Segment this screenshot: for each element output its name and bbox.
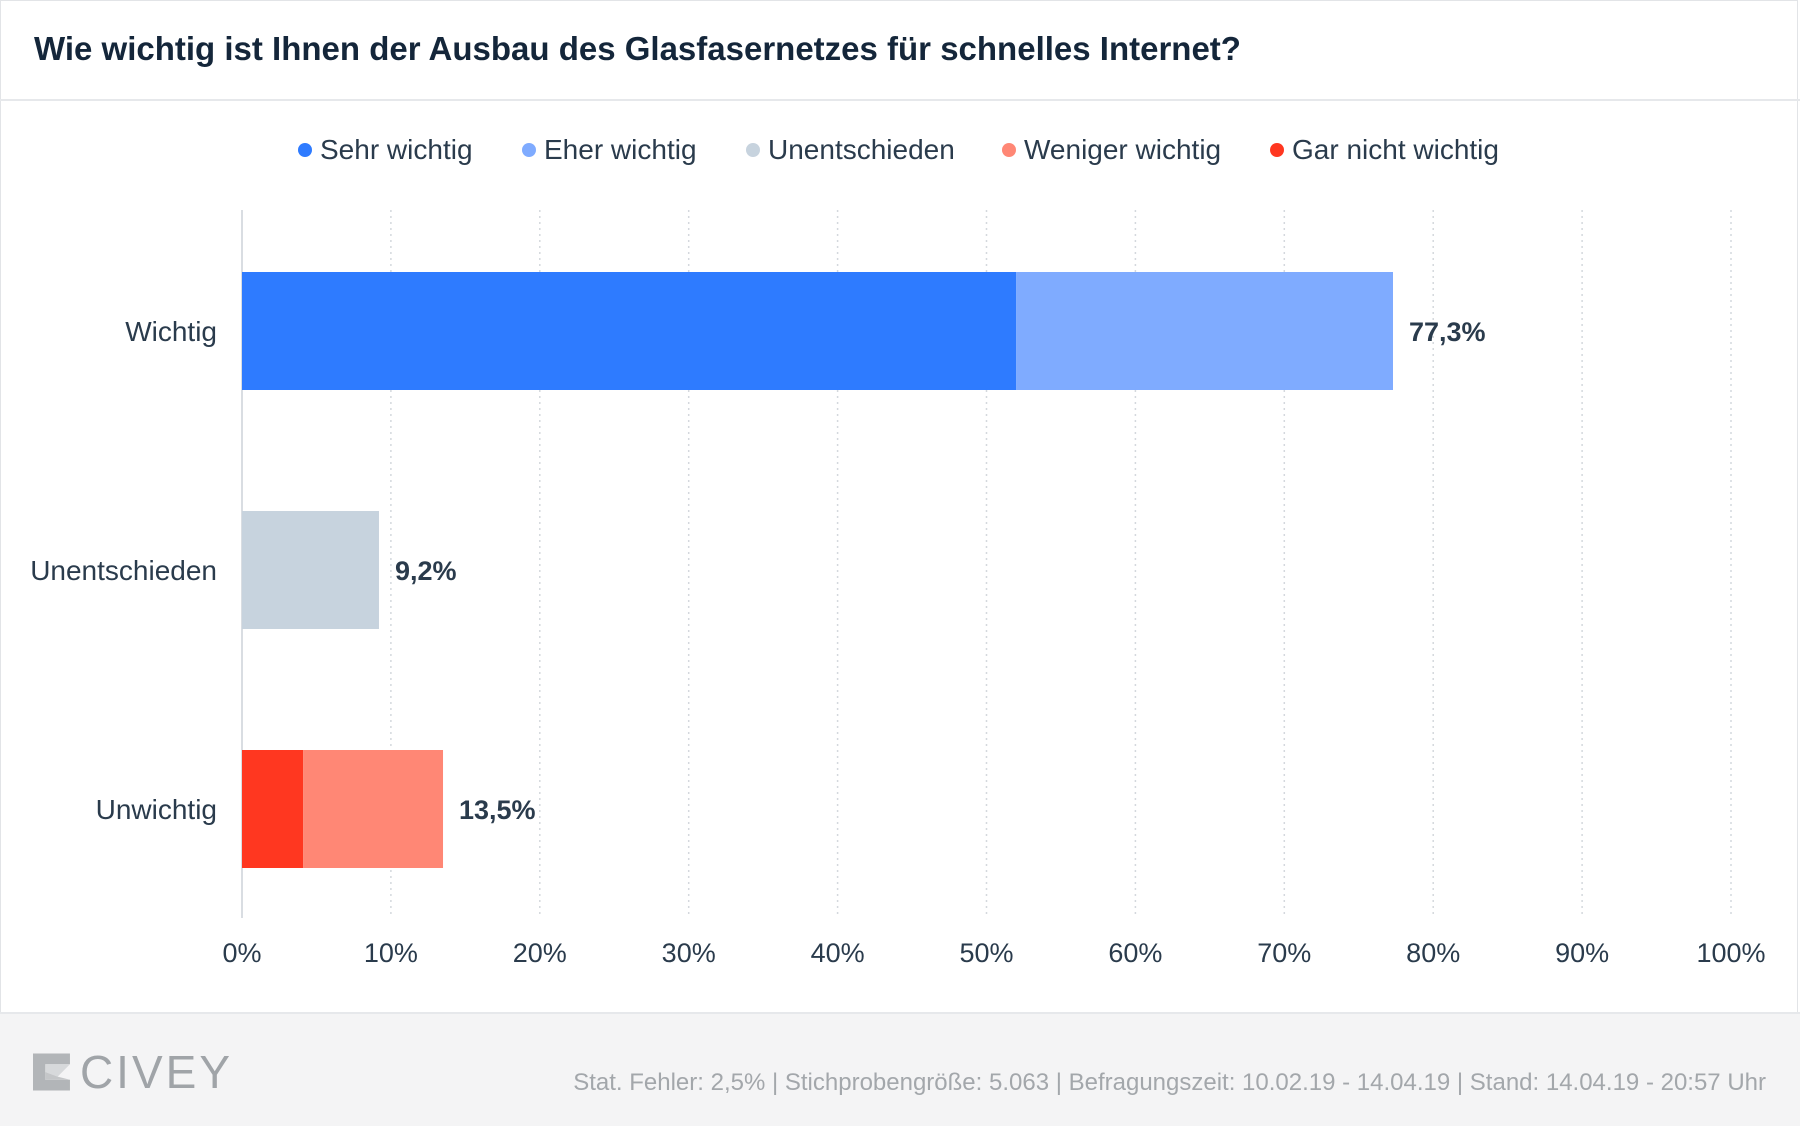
legend-dot-gar-nicht-wichtig: [1270, 143, 1284, 157]
category-label: Unentschieden: [30, 555, 217, 586]
x-tick-label: 60%: [1108, 938, 1162, 968]
legend-item-gar-nicht-wichtig[interactable]: Gar nicht wichtig: [1270, 130, 1499, 170]
legend-dot-unentschieden: [746, 143, 760, 157]
survey-meta: Stat. Fehler: 2,5% | Stichprobengröße: 5…: [573, 1069, 1766, 1096]
legend-dot-eher-wichtig: [522, 143, 536, 157]
civey-logo-icon: [33, 1053, 70, 1091]
legend-item-unentschieden[interactable]: Unentschieden: [746, 130, 955, 170]
legend: Sehr wichtig Eher wichtig Unentschieden …: [0, 130, 1800, 170]
x-tick-label: 80%: [1406, 938, 1460, 968]
legend-item-eher-wichtig[interactable]: Eher wichtig: [522, 130, 697, 170]
data-label: 13,5%: [459, 795, 536, 825]
legend-label-eher-wichtig: Eher wichtig: [544, 134, 697, 165]
legend-item-sehr-wichtig[interactable]: Sehr wichtig: [298, 130, 473, 170]
bar-segment: [242, 511, 379, 629]
legend-label-weniger-wichtig: Weniger wichtig: [1024, 134, 1222, 165]
chart-title: Wie wichtig ist Ihnen der Ausbau des Gla…: [34, 30, 1241, 67]
x-tick-label: 20%: [513, 938, 567, 968]
header: Wie wichtig ist Ihnen der Ausbau des Gla…: [0, 0, 1800, 101]
legend-item-weniger-wichtig[interactable]: Weniger wichtig: [1002, 130, 1221, 170]
bar-chart: 0% 10% 20% 30% 40% 50% 60% 70% 80% 90% 100% Wichtig…: [30, 210, 1766, 968]
legend-label-sehr-wichtig: Sehr wichtig: [320, 134, 473, 165]
x-tick-label: 90%: [1555, 938, 1609, 968]
legend-label-unentschieden: Unentschieden: [768, 134, 955, 165]
bar-segment: [242, 750, 304, 868]
x-tick-label: 70%: [1257, 938, 1311, 968]
x-tick-label: 30%: [662, 938, 716, 968]
data-label: 77,3%: [1409, 317, 1486, 347]
x-tick-label: 10%: [364, 938, 418, 968]
category-label: Unwichtig: [96, 794, 217, 825]
x-tick-label: 50%: [959, 938, 1013, 968]
civey-logo: CIVEY: [33, 1046, 233, 1098]
x-tick-label: 0%: [222, 938, 261, 968]
x-tick-label: 40%: [811, 938, 865, 968]
data-label: 9,2%: [395, 556, 457, 586]
footer: CIVEY Stat. Fehler: 2,5% | Stichprobengr…: [0, 1012, 1800, 1126]
legend-dot-weniger-wichtig: [1002, 143, 1016, 157]
category-label: Wichtig: [125, 316, 217, 347]
civey-logo-text: CIVEY: [79, 1046, 233, 1098]
bar-segment: [242, 272, 1017, 390]
x-tick-label: 100%: [1696, 938, 1765, 968]
legend-label-gar-nicht-wichtig: Gar nicht wichtig: [1292, 134, 1499, 165]
legend-dot-sehr-wichtig: [298, 143, 312, 157]
bar-segment: [1016, 272, 1393, 390]
bar-segment: [303, 750, 444, 868]
